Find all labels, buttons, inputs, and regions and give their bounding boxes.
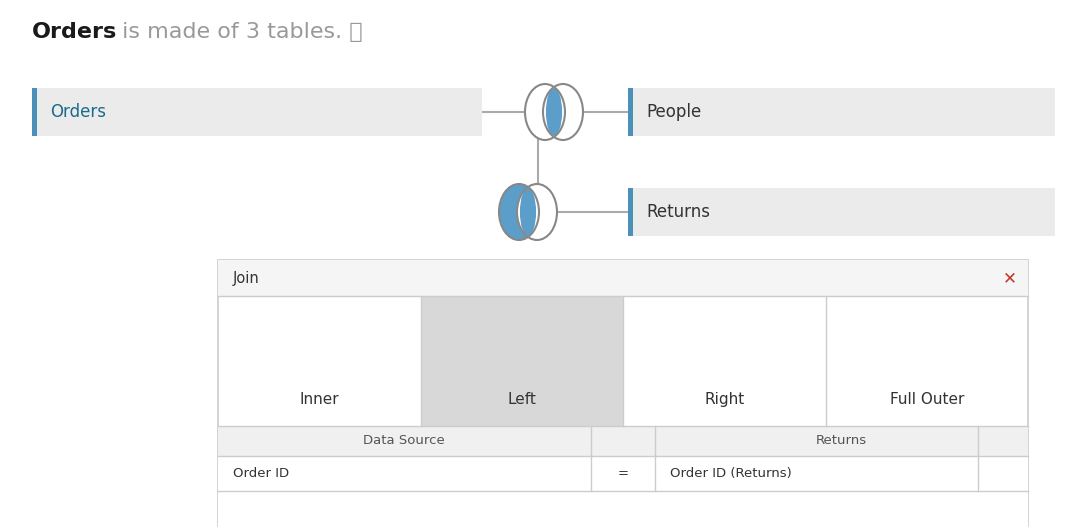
Text: Left: Left xyxy=(508,392,536,407)
Bar xyxy=(31,88,37,136)
Ellipse shape xyxy=(715,328,733,379)
Ellipse shape xyxy=(546,88,562,136)
Ellipse shape xyxy=(712,324,756,384)
Ellipse shape xyxy=(310,328,329,379)
Ellipse shape xyxy=(288,324,331,384)
Text: =: = xyxy=(617,467,628,480)
Bar xyxy=(218,260,1027,296)
Ellipse shape xyxy=(516,184,557,240)
Bar xyxy=(218,456,1027,491)
Bar xyxy=(421,296,623,426)
Text: Returns: Returns xyxy=(646,203,710,221)
Ellipse shape xyxy=(516,184,557,240)
Ellipse shape xyxy=(542,84,583,140)
Bar xyxy=(218,491,1027,527)
Text: Inner: Inner xyxy=(299,392,339,407)
Bar xyxy=(31,88,482,136)
Text: People: People xyxy=(646,103,701,121)
Bar xyxy=(218,426,1027,456)
Text: Data Source: Data Source xyxy=(363,434,445,447)
Bar xyxy=(628,88,1055,136)
Text: ✕: ✕ xyxy=(1003,269,1017,287)
Text: Returns: Returns xyxy=(816,434,867,447)
Text: Join: Join xyxy=(233,270,259,286)
Ellipse shape xyxy=(307,324,352,384)
Text: Order ID (Returns): Order ID (Returns) xyxy=(671,467,792,480)
Text: Full Outer: Full Outer xyxy=(890,392,963,407)
Ellipse shape xyxy=(525,84,565,140)
Bar xyxy=(218,260,1027,527)
Text: Order ID: Order ID xyxy=(233,467,289,480)
Ellipse shape xyxy=(510,324,553,384)
Ellipse shape xyxy=(692,324,737,384)
Bar xyxy=(628,188,1055,236)
Ellipse shape xyxy=(915,324,959,384)
Ellipse shape xyxy=(692,324,737,384)
Text: Orders: Orders xyxy=(50,103,106,121)
Ellipse shape xyxy=(510,324,553,384)
Bar xyxy=(628,88,633,136)
Ellipse shape xyxy=(895,324,939,384)
Ellipse shape xyxy=(513,328,531,379)
Text: is made of 3 tables. ⓘ: is made of 3 tables. ⓘ xyxy=(115,22,362,42)
Ellipse shape xyxy=(499,184,539,240)
Text: Right: Right xyxy=(704,392,744,407)
Text: Orders: Orders xyxy=(31,22,117,42)
Ellipse shape xyxy=(520,188,536,236)
Ellipse shape xyxy=(489,324,534,384)
Bar xyxy=(628,188,633,236)
